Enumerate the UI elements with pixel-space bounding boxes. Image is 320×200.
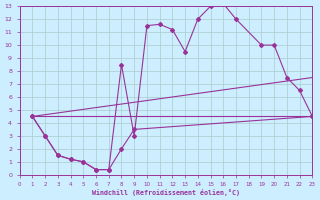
- X-axis label: Windchill (Refroidissement éolien,°C): Windchill (Refroidissement éolien,°C): [92, 189, 240, 196]
